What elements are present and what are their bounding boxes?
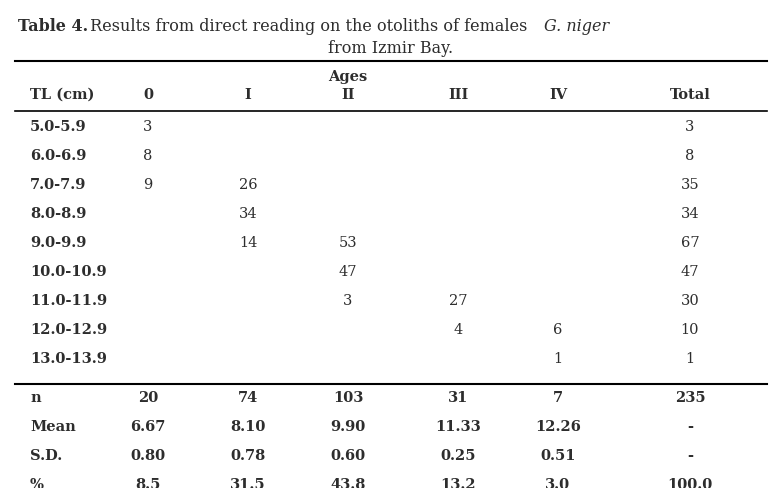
Text: 35: 35 xyxy=(680,178,699,192)
Text: n: n xyxy=(30,390,41,404)
Text: 6.0-6.9: 6.0-6.9 xyxy=(30,149,86,163)
Text: 103: 103 xyxy=(333,390,363,404)
Text: II: II xyxy=(341,88,355,102)
Text: -: - xyxy=(687,419,693,433)
Text: 47: 47 xyxy=(681,264,699,279)
Text: 8.5: 8.5 xyxy=(135,477,160,488)
Text: 26: 26 xyxy=(239,178,257,192)
Text: III: III xyxy=(448,88,468,102)
Text: 34: 34 xyxy=(239,206,257,221)
Text: G. niger: G. niger xyxy=(544,18,609,35)
Text: -: - xyxy=(687,448,693,462)
Text: 100.0: 100.0 xyxy=(667,477,712,488)
Text: 0.51: 0.51 xyxy=(540,448,576,462)
Text: 1: 1 xyxy=(554,351,562,365)
Text: 10.0-10.9: 10.0-10.9 xyxy=(30,264,106,279)
Text: from Izmir Bay.: from Izmir Bay. xyxy=(328,40,454,57)
Text: 0.25: 0.25 xyxy=(440,448,475,462)
Text: IV: IV xyxy=(549,88,567,102)
Text: 13.2: 13.2 xyxy=(440,477,475,488)
Text: I: I xyxy=(245,88,251,102)
Text: 3: 3 xyxy=(685,120,694,134)
Text: 11.0-11.9: 11.0-11.9 xyxy=(30,293,107,307)
Text: 13.0-13.9: 13.0-13.9 xyxy=(30,351,107,365)
Text: 53: 53 xyxy=(339,236,357,249)
Text: 9.90: 9.90 xyxy=(330,419,366,433)
Text: 9.0-9.9: 9.0-9.9 xyxy=(30,236,86,249)
Text: 8.0-8.9: 8.0-8.9 xyxy=(30,206,86,221)
Text: 14: 14 xyxy=(239,236,257,249)
Text: 3: 3 xyxy=(343,293,353,307)
Text: 11.33: 11.33 xyxy=(435,419,481,433)
Text: 30: 30 xyxy=(680,293,699,307)
Text: 0.78: 0.78 xyxy=(231,448,266,462)
Text: 235: 235 xyxy=(675,390,705,404)
Text: 12.26: 12.26 xyxy=(535,419,581,433)
Text: 8.10: 8.10 xyxy=(231,419,266,433)
Text: 6: 6 xyxy=(554,323,563,336)
Text: 6.67: 6.67 xyxy=(131,419,166,433)
Text: 3.0: 3.0 xyxy=(545,477,571,488)
Text: 0.60: 0.60 xyxy=(331,448,365,462)
Text: 27: 27 xyxy=(449,293,468,307)
Text: TL (cm): TL (cm) xyxy=(30,88,95,102)
Text: 0.80: 0.80 xyxy=(131,448,166,462)
Text: %: % xyxy=(30,477,44,488)
Text: 4: 4 xyxy=(454,323,463,336)
Text: 67: 67 xyxy=(680,236,699,249)
Text: 7.0-7.9: 7.0-7.9 xyxy=(30,178,86,192)
Text: 9: 9 xyxy=(143,178,152,192)
Text: 34: 34 xyxy=(680,206,699,221)
Text: 12.0-12.9: 12.0-12.9 xyxy=(30,323,107,336)
Text: Results from direct reading on the otoliths of females: Results from direct reading on the otoli… xyxy=(85,18,533,35)
Text: 20: 20 xyxy=(138,390,158,404)
Text: Mean: Mean xyxy=(30,419,76,433)
Text: 8: 8 xyxy=(143,149,152,163)
Text: 5.0-5.9: 5.0-5.9 xyxy=(30,120,87,134)
Text: 3: 3 xyxy=(143,120,152,134)
Text: 43.8: 43.8 xyxy=(330,477,366,488)
Text: Ages: Ages xyxy=(328,70,368,84)
Text: 31: 31 xyxy=(448,390,468,404)
Text: 47: 47 xyxy=(339,264,357,279)
Text: 10: 10 xyxy=(681,323,699,336)
Text: 31.5: 31.5 xyxy=(230,477,266,488)
Text: 0: 0 xyxy=(143,88,153,102)
Text: 7: 7 xyxy=(553,390,563,404)
Text: Total: Total xyxy=(669,88,710,102)
Text: 8: 8 xyxy=(685,149,694,163)
Text: 74: 74 xyxy=(238,390,258,404)
Text: 1: 1 xyxy=(686,351,694,365)
Text: Table 4.: Table 4. xyxy=(18,18,88,35)
Text: S.D.: S.D. xyxy=(30,448,63,462)
